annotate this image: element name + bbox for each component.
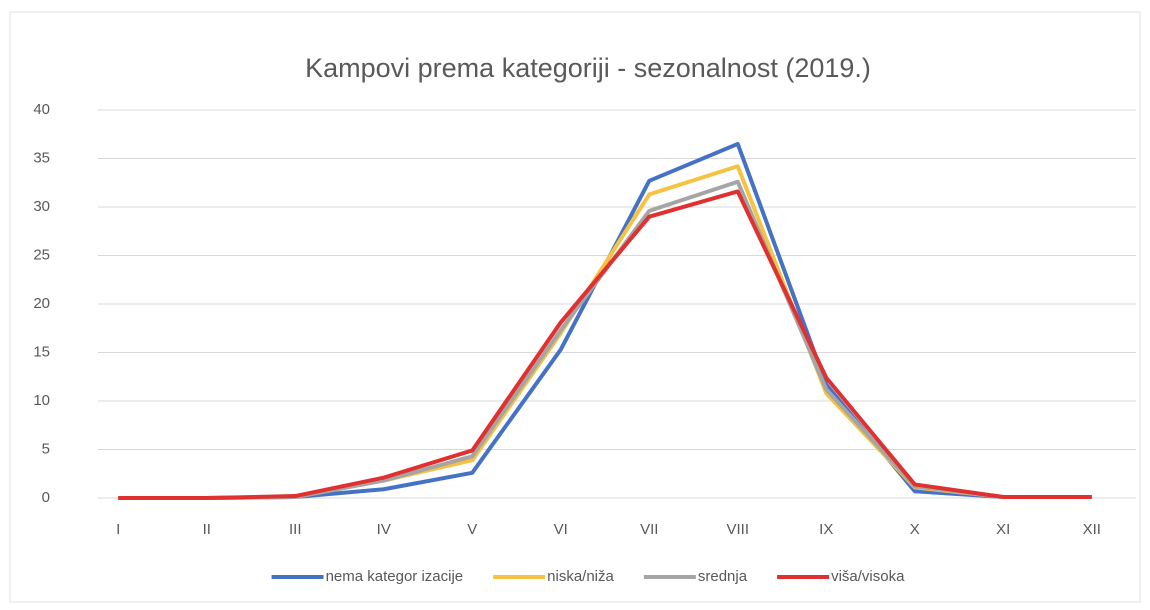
x-tick-label: IV [377,521,391,538]
y-tick-label: 25 [33,246,50,263]
x-tick-label: IX [819,521,833,538]
y-tick-label: 5 [42,440,50,457]
x-tick-label: XII [1083,521,1101,538]
y-tick-label: 15 [33,343,50,360]
x-tick-label: VII [640,521,658,538]
x-tick-label: VIII [726,521,749,538]
x-tick-label: VI [554,521,568,538]
y-tick-label: 35 [33,149,50,166]
x-tick-label: I [116,521,120,538]
y-tick-label: 0 [42,489,50,506]
x-tick-label: V [467,521,477,538]
x-tick-label: XI [996,521,1010,538]
legend-label: nema kategor izacije [326,568,464,585]
x-tick-label: II [203,521,211,538]
y-tick-label: 20 [33,295,50,312]
chart-title: Kampovi prema kategoriji - sezonalnost (… [305,53,871,83]
y-tick-label: 40 [33,101,50,118]
legend-label: srednja [698,568,748,585]
legend-label: viša/visoka [831,568,905,585]
legend-label: niska/niža [547,568,614,585]
x-tick-label: III [289,521,302,538]
y-tick-label: 30 [33,198,50,215]
x-tick-label: X [910,521,920,538]
series-line [118,189,1092,500]
y-tick-label: 10 [33,392,50,409]
